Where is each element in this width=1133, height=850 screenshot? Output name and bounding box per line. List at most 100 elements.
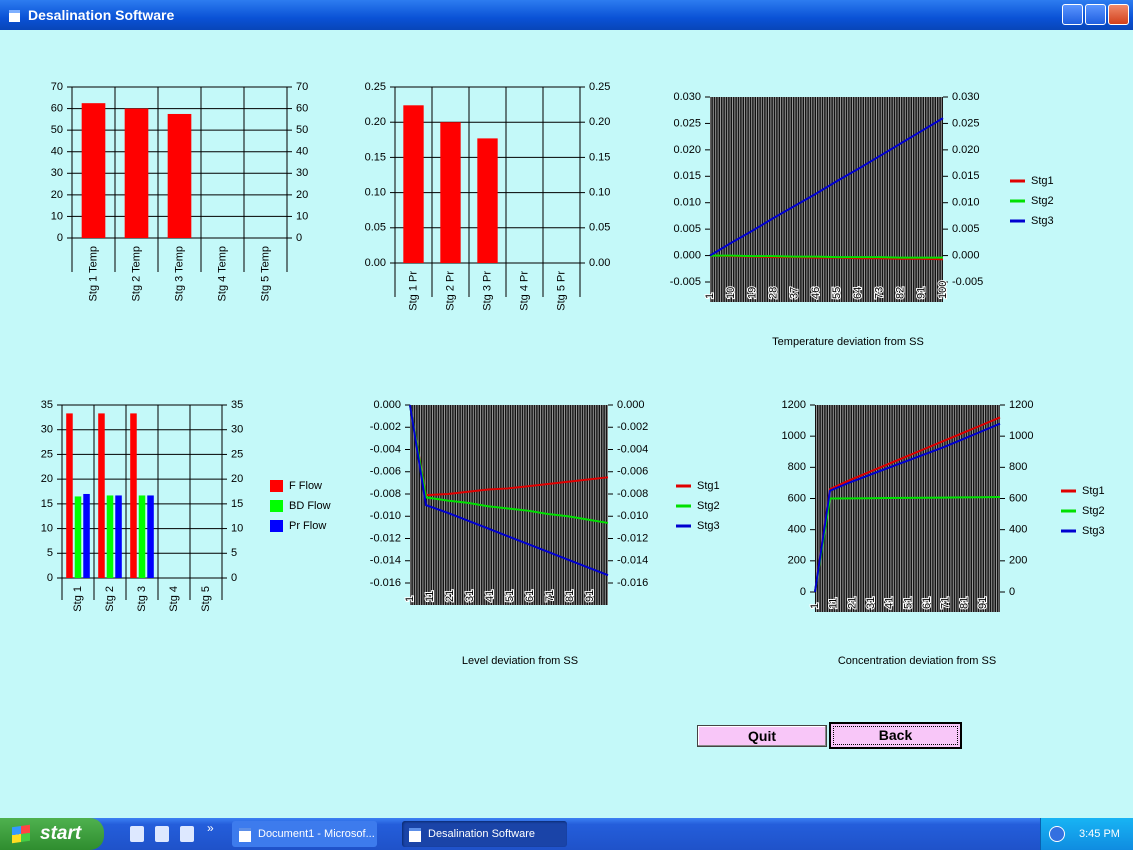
quick-launch-icon[interactable] [180,826,194,842]
x-tick-label: 19 [746,287,758,299]
y-tick-label: 10 [41,522,53,534]
y2-tick-label: 0 [231,572,237,584]
y-tick-label: 40 [51,146,63,158]
y-tick-label: 0.000 [373,399,401,411]
y2-tick-label: -0.006 [617,466,648,478]
start-label: start [40,823,81,844]
y-tick-label: 0.025 [673,117,701,129]
quit-button[interactable]: Quit [697,725,827,747]
y2-tick-label: -0.016 [617,577,648,589]
legend-label: F Flow [289,480,322,492]
x-tick-label: Stg 2 [104,586,116,612]
y-tick-label: -0.010 [370,510,401,522]
taskbar-item-label: Document1 - Microsof... [258,828,375,840]
x-tick-label: 91 [584,590,596,602]
y2-tick-label: 400 [1009,524,1027,536]
x-tick-label: Stg 2 Temp [130,246,142,301]
legend-label: Stg3 [1082,525,1105,537]
x-tick-label: Stg 3 Temp [173,246,185,301]
y-tick-label: -0.014 [370,555,401,567]
x-tick-label: Stg 3 Pr [481,271,493,311]
y2-tick-label: 15 [231,498,243,510]
y2-tick-label: 0.005 [952,223,980,235]
legend-label: Pr Flow [289,520,326,532]
x-tick-label: 71 [544,590,556,602]
y-tick-label: 25 [41,448,53,460]
x-tick-label: 11 [424,591,436,602]
y-tick-label: 200 [788,555,806,567]
y-tick-label: -0.005 [670,276,701,288]
y2-tick-label: 0.020 [952,144,980,156]
bar [115,495,122,578]
y-tick-label: -0.004 [370,443,401,455]
y2-tick-label: -0.005 [952,276,983,288]
y-tick-label: 30 [51,167,63,179]
y-tick-label: -0.016 [370,577,401,589]
y2-tick-label: 10 [231,522,243,534]
y-tick-label: 0 [800,586,806,598]
y2-tick-label: 0.025 [952,117,980,129]
x-tick-label: 21 [846,597,858,609]
legend-label: Stg3 [697,520,720,532]
y-tick-label: 5 [47,547,53,559]
y-tick-label: 0.000 [673,249,701,261]
start-button[interactable]: start [0,818,104,850]
y2-tick-label: 200 [1009,555,1027,567]
x-tick-label: 1 [809,603,821,609]
y-tick-label: 0.15 [365,151,386,163]
x-tick-label: 1 [404,596,416,602]
quick-launch-more[interactable]: » [207,821,214,835]
x-tick-label: 73 [873,287,885,299]
legend-label: BD Flow [289,500,331,512]
taskbar-item[interactable]: Document1 - Microsof... [232,821,377,847]
y2-tick-label: 0.15 [589,151,610,163]
y-tick-label: 0.00 [365,257,386,269]
y-tick-label: -0.008 [370,488,401,500]
x-tick-label: Stg 3 [136,586,148,612]
x-tick-label: 1 [704,293,716,299]
y-tick-label: 0 [47,572,53,584]
x-tick-label: 51 [504,590,516,602]
y2-tick-label: 1000 [1009,430,1033,442]
y-tick-label: 0.030 [673,91,701,103]
x-tick-label: 82 [895,287,907,299]
grid [710,97,943,302]
x-tick-label: 41 [884,597,896,609]
y-tick-label: 60 [51,102,63,114]
y2-tick-label: -0.010 [617,510,648,522]
x-tick-label: 81 [564,590,576,602]
x-tick-label: 31 [865,597,877,609]
y-tick-label: -0.012 [370,532,401,544]
y-tick-label: 0.005 [673,223,701,235]
y-tick-label: 800 [788,461,806,473]
back-button[interactable]: Back [829,722,962,749]
x-tick-label: 28 [767,287,779,299]
y2-tick-label: 20 [296,189,308,201]
x-tick-label: 41 [484,590,496,602]
y-tick-label: 15 [41,498,53,510]
quick-launch-icon[interactable] [155,826,169,842]
y-tick-label: 20 [51,189,63,201]
clock: 3:45 PM [1079,828,1120,840]
y-tick-label: 0.20 [365,116,386,128]
x-tick-label: 10 [725,287,737,299]
y-tick-label: 0.010 [673,197,701,209]
taskbar-item[interactable]: Desalination Software [402,821,567,847]
bar [83,494,90,578]
legend-label: Stg2 [1082,505,1105,517]
legend-label: Stg2 [1031,195,1054,207]
y-tick-label: 70 [51,81,63,93]
x-tick-label: 61 [921,597,933,609]
legend-swatch [270,500,283,512]
quick-launch-icon[interactable] [130,826,144,842]
y-tick-label: -0.006 [370,466,401,478]
x-tick-label: 91 [977,597,989,609]
taskbar-item-label: Desalination Software [428,828,535,840]
x-tick-label: 91 [916,287,928,299]
y2-tick-label: 10 [296,210,308,222]
y2-tick-label: 0.030 [952,91,980,103]
y2-tick-label: 50 [296,124,308,136]
y2-tick-label: 0.000 [617,399,645,411]
y2-tick-label: 30 [296,167,308,179]
